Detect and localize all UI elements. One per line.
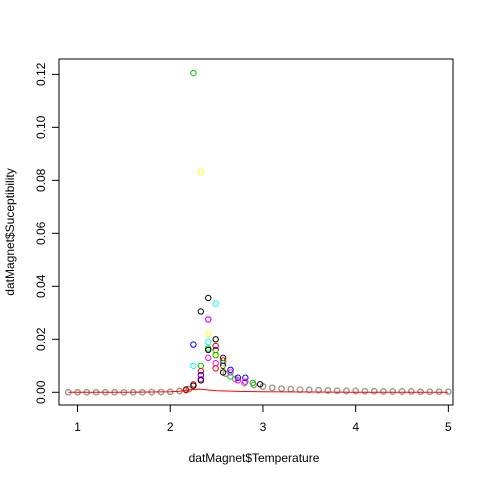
x-axis: 1 2 3 4 5 [74,404,452,434]
y-tick-label: 0.10 [34,115,48,139]
data-point [361,388,369,395]
highlight-points [182,69,264,394]
data-point [227,369,234,376]
data-point [197,308,205,315]
data-point [371,388,378,395]
y-axis: 0.00 0.02 0.04 0.06 0.08 0.10 0.12 [34,62,60,404]
data-point [212,359,219,367]
data-point [352,387,359,395]
data-point [212,351,219,359]
data-point [212,336,219,343]
data-point [249,379,256,387]
y-tick-label: 0.08 [34,168,48,192]
data-point [197,168,205,176]
data-point [306,386,313,394]
data-point [219,362,227,369]
data-point [435,388,443,395]
data-point [190,362,197,369]
data-point [197,377,205,384]
data-point [417,388,424,395]
data-point [333,387,341,394]
x-tick-label: 5 [445,420,452,434]
y-axis-label: datMagnet$Suceptibility [3,168,17,295]
y-tick-label: 0.02 [34,327,48,351]
y-tick-label: 0.04 [34,274,48,298]
data-point [190,341,197,348]
data-point [408,388,415,395]
data-point [269,384,276,391]
data-point [380,388,387,395]
data-point [398,388,406,395]
data-point [185,385,192,393]
x-tick-label: 3 [260,420,267,434]
data-point [190,382,197,389]
data-point [205,346,212,354]
data-point [205,354,212,362]
fit-line [68,388,449,393]
y-tick-label: 0.06 [34,221,48,245]
x-tick-label: 1 [74,420,81,434]
data-point [227,366,234,373]
y-tick-label: 0.00 [34,380,48,404]
data-point [343,387,350,395]
data-point [256,381,264,388]
data-point [227,373,234,380]
data-point [287,385,294,393]
data-point [205,316,212,323]
data-point [219,365,227,372]
data-point [205,330,212,338]
data-point [324,387,332,394]
y-tick-label: 0.12 [34,62,48,86]
data-point [242,374,249,381]
data-point [212,300,219,307]
data-point [242,378,249,385]
data-point [205,294,212,302]
data-point [219,369,227,376]
data-point [445,388,452,395]
plot-frame [58,58,454,406]
data-point [234,374,242,381]
data-point [278,385,285,392]
data-point [212,365,219,372]
data-point [212,342,219,350]
data-point [212,349,219,356]
data-point [234,377,242,384]
x-tick-label: 2 [167,420,174,434]
data-point [190,69,197,77]
x-axis-label: datMagnet$Temperature [189,451,320,465]
data-point [389,388,396,395]
data-point [426,388,434,395]
data-point [197,367,205,375]
fit-line-group [68,388,449,393]
data-point [197,362,205,369]
data-point [315,386,322,394]
data-point [205,338,212,346]
x-tick-label: 4 [352,420,359,434]
